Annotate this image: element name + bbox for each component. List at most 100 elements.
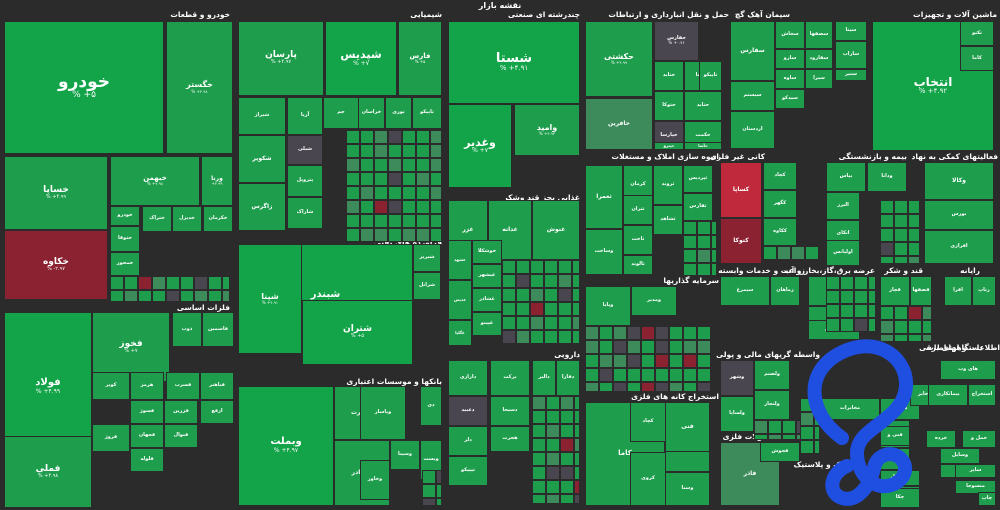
stock-tile[interactable]: غگلپا — [448, 320, 472, 346]
minor-stock-tile[interactable] — [402, 130, 416, 144]
minor-stock-tile[interactable] — [574, 424, 580, 438]
minor-stock-tile[interactable] — [558, 288, 572, 302]
minor-stock-tile[interactable] — [613, 340, 627, 354]
minor-stock-tile[interactable] — [124, 276, 138, 290]
minor-stock-tile[interactable] — [402, 228, 416, 242]
stock-tile[interactable]: قصفها — [910, 276, 932, 306]
stock-tile[interactable]: وغدیر ۷+ % — [448, 104, 512, 188]
minor-stock-tile[interactable] — [840, 290, 854, 304]
minor-stock-tile[interactable] — [814, 426, 820, 440]
stock-tile[interactable]: خگستر ۴.۹۸+ % — [166, 21, 233, 154]
minor-stock-tile[interactable] — [683, 368, 697, 382]
stock-tile[interactable]: فسوژ — [130, 400, 164, 424]
stock-tile[interactable]: ختوقا — [110, 226, 140, 252]
minor-stock-tile[interactable] — [208, 276, 222, 290]
minor-stock-tile[interactable] — [346, 158, 360, 172]
minor-stock-tile[interactable] — [613, 326, 627, 340]
minor-stock-tile[interactable] — [585, 340, 599, 354]
minor-stock-tile[interactable] — [894, 320, 908, 334]
minor-stock-tile[interactable] — [908, 306, 922, 320]
minor-stock-tile[interactable] — [880, 256, 894, 264]
minor-stock-tile[interactable] — [558, 330, 572, 344]
minor-stock-tile[interactable] — [502, 288, 516, 302]
minor-stock-tile[interactable] — [374, 228, 388, 242]
stock-tile[interactable]: کساپا — [720, 162, 762, 218]
stock-tile[interactable]: بیمانکاری — [928, 384, 968, 406]
minor-stock-tile[interactable] — [530, 274, 544, 288]
stock-tile[interactable]: غنوش — [532, 200, 580, 260]
minor-stock-tile[interactable] — [388, 186, 402, 200]
minor-stock-tile[interactable] — [346, 144, 360, 158]
minor-stock-tile[interactable] — [854, 276, 868, 290]
minor-stock-tile[interactable] — [854, 304, 868, 318]
minor-stock-tile[interactable] — [502, 316, 516, 330]
minor-stock-tile[interactable] — [805, 246, 819, 260]
minor-stock-tile[interactable] — [669, 382, 683, 392]
stock-tile[interactable]: غبشهر — [472, 264, 502, 288]
minor-stock-tile[interactable] — [532, 424, 546, 438]
stock-tile[interactable]: فجهان — [130, 424, 164, 448]
minor-stock-tile[interactable] — [416, 130, 430, 144]
stock-tile[interactable]: ولتجار — [754, 390, 790, 420]
minor-stock-tile[interactable] — [530, 330, 544, 344]
stock-tile[interactable]: ثعمرا — [585, 165, 623, 229]
stock-tile[interactable]: وخاور — [360, 460, 390, 500]
minor-stock-tile[interactable] — [826, 304, 840, 318]
minor-stock-tile[interactable] — [697, 368, 711, 382]
minor-stock-tile[interactable] — [532, 494, 546, 504]
stock-tile[interactable]: سارو — [775, 49, 805, 69]
minor-stock-tile[interactable] — [711, 235, 717, 249]
stock-tile[interactable]: فاسمین — [202, 312, 234, 347]
minor-stock-tile[interactable] — [430, 186, 442, 200]
minor-stock-tile[interactable] — [152, 290, 166, 302]
minor-stock-tile[interactable] — [800, 440, 814, 454]
minor-stock-tile[interactable] — [416, 214, 430, 228]
minor-stock-tile[interactable] — [697, 263, 711, 276]
minor-stock-tile[interactable] — [166, 290, 180, 302]
minor-stock-tile[interactable] — [854, 290, 868, 304]
minor-stock-tile[interactable] — [683, 249, 697, 263]
minor-stock-tile[interactable] — [530, 288, 544, 302]
stock-tile[interactable]: کچاد — [763, 162, 797, 190]
minor-stock-tile[interactable] — [532, 438, 546, 452]
minor-stock-tile[interactable] — [546, 396, 560, 410]
stock-tile[interactable]: زاگرس — [238, 183, 286, 231]
stock-tile[interactable]: خودرو ۵+ % — [4, 21, 164, 154]
stock-tile[interactable]: فلوله — [130, 448, 164, 472]
minor-stock-tile[interactable] — [683, 263, 697, 276]
minor-stock-tile[interactable] — [560, 424, 574, 438]
minor-stock-tile[interactable] — [574, 452, 580, 466]
minor-stock-tile[interactable] — [868, 276, 876, 290]
stock-tile[interactable]: ثروند — [653, 165, 683, 205]
minor-stock-tile[interactable] — [613, 382, 627, 392]
stock-tile[interactable]: فزرین — [164, 400, 198, 424]
stock-tile[interactable]: شتران ۵+ % — [302, 300, 413, 365]
minor-stock-tile[interactable] — [430, 228, 442, 242]
minor-stock-tile[interactable] — [711, 249, 717, 263]
stock-tile[interactable]: خودرو — [110, 206, 140, 226]
minor-stock-tile[interactable] — [585, 368, 599, 382]
minor-stock-tile[interactable] — [572, 302, 580, 316]
minor-stock-tile[interactable] — [430, 130, 442, 144]
minor-stock-tile[interactable] — [502, 260, 516, 274]
stock-tile[interactable]: وشهر — [720, 360, 754, 396]
minor-stock-tile[interactable] — [894, 242, 908, 256]
minor-stock-tile[interactable] — [908, 320, 922, 334]
stock-tile[interactable]: ورنا ۴.۹۹+ — [201, 156, 233, 206]
stock-tile[interactable]: وسنا — [665, 472, 710, 506]
minor-stock-tile[interactable] — [908, 228, 920, 242]
minor-stock-tile[interactable] — [530, 316, 544, 330]
minor-stock-tile[interactable] — [683, 221, 697, 235]
minor-stock-tile[interactable] — [560, 466, 574, 480]
minor-stock-tile[interactable] — [655, 382, 669, 392]
stock-tile[interactable]: شپدیس ۷+ % — [325, 21, 397, 96]
stock-tile[interactable]: فنی — [665, 402, 710, 452]
stock-tile[interactable]: پارسان ۴.۹۷+ % — [238, 21, 324, 96]
stock-tile[interactable]: ولساپا — [720, 396, 754, 432]
minor-stock-tile[interactable] — [152, 276, 166, 290]
minor-stock-tile[interactable] — [782, 434, 796, 440]
minor-stock-tile[interactable] — [894, 306, 908, 320]
minor-stock-tile[interactable] — [374, 130, 388, 144]
stock-tile[interactable]: شیراز — [238, 97, 286, 135]
minor-stock-tile[interactable] — [560, 452, 574, 466]
